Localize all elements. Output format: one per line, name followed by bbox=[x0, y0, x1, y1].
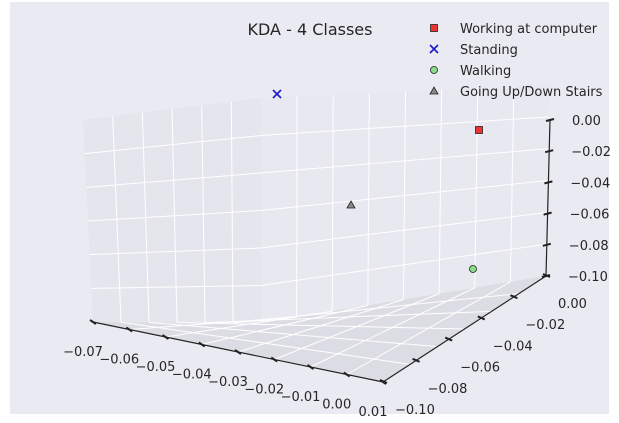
y-tick-label: 0.00 bbox=[558, 297, 587, 312]
legend-marker-x bbox=[429, 44, 439, 54]
y-axis-line bbox=[382, 275, 547, 383]
x-tick-mark bbox=[89, 319, 97, 325]
ticks: −0.07−0.06−0.05−0.04−0.03−0.02−0.01 0.00 0… bbox=[63, 114, 611, 420]
z-tick-label: −0.02 bbox=[571, 145, 611, 160]
y-tick-label: −0.08 bbox=[428, 382, 468, 397]
legend-label: Standing bbox=[460, 43, 518, 58]
legend-marker-circle bbox=[430, 66, 438, 74]
grid-line bbox=[84, 116, 550, 155]
x-tick-label: −0.02 bbox=[244, 383, 284, 398]
y-tick-label: −0.10 bbox=[395, 403, 435, 418]
x-tick-label: −0.01 bbox=[281, 390, 321, 405]
grid-line bbox=[148, 321, 438, 348]
chart-title: KDA - 4 Classes bbox=[248, 20, 373, 39]
z-tick-label: −0.06 bbox=[570, 208, 610, 223]
grid-line bbox=[176, 322, 465, 330]
x-tick-mark bbox=[198, 341, 206, 348]
x-tick-mark bbox=[343, 371, 351, 378]
legend-label: Walking bbox=[460, 64, 511, 79]
left-pane bbox=[83, 98, 261, 323]
z-tick-mark bbox=[543, 211, 552, 216]
y-tick-mark bbox=[412, 357, 420, 363]
legend-marker-square bbox=[430, 24, 438, 32]
z-tick-label: −0.08 bbox=[569, 239, 609, 254]
legend-marker-triangle bbox=[429, 86, 439, 95]
x-tick-label: −0.05 bbox=[136, 360, 176, 375]
grid-line bbox=[232, 293, 519, 324]
grid-line bbox=[87, 180, 549, 222]
x-tick-mark bbox=[161, 334, 170, 340]
z-tick-mark bbox=[544, 180, 553, 185]
z-tick-label: 0.00 bbox=[572, 114, 601, 129]
x-tick-label: −0.03 bbox=[208, 375, 248, 390]
z-tick-mark bbox=[544, 149, 554, 154]
x-tick-label: −0.04 bbox=[172, 368, 212, 383]
z-tick-mark bbox=[541, 274, 551, 278]
grid-line bbox=[120, 321, 411, 365]
data-point-circle bbox=[469, 265, 477, 273]
z-tick-label: −0.10 bbox=[568, 270, 608, 285]
data-point-x bbox=[272, 89, 282, 99]
y-tick-label: −0.04 bbox=[493, 339, 533, 354]
y-tick-mark bbox=[477, 315, 486, 321]
y-tick-label: −0.02 bbox=[525, 318, 565, 333]
x-tick-label: −0.06 bbox=[99, 353, 139, 368]
legend-label: Working at computer bbox=[460, 22, 598, 37]
z-tick-label: −0.04 bbox=[570, 176, 610, 191]
z-axis-line bbox=[545, 119, 551, 277]
x-tick-label: 0.00 bbox=[322, 398, 351, 413]
grid-line bbox=[91, 243, 547, 289]
z-tick-mark bbox=[545, 118, 555, 122]
y-tick-label: −0.06 bbox=[460, 361, 500, 376]
x-tick-mark bbox=[234, 349, 242, 355]
grid bbox=[84, 86, 550, 375]
x-tick-mark bbox=[125, 326, 133, 333]
x-tick-label: −0.07 bbox=[63, 345, 103, 360]
x-tick-label: 0.01 bbox=[359, 405, 388, 419]
z-tick-mark bbox=[542, 242, 552, 247]
data-point-square bbox=[475, 126, 483, 134]
y-tick-mark bbox=[510, 294, 518, 300]
x-tick-mark bbox=[270, 356, 278, 363]
legend-label: Going Up/Down Stairs bbox=[460, 85, 603, 100]
data-markers bbox=[272, 89, 483, 273]
grid-line bbox=[89, 211, 548, 256]
legend: Working at computer Standing Walking Going … bbox=[429, 22, 603, 100]
y-tick-mark bbox=[444, 336, 453, 342]
y-tick-mark bbox=[379, 379, 388, 384]
grid-line bbox=[86, 148, 549, 188]
x-tick-mark bbox=[306, 364, 315, 370]
data-point-triangle bbox=[346, 200, 356, 209]
